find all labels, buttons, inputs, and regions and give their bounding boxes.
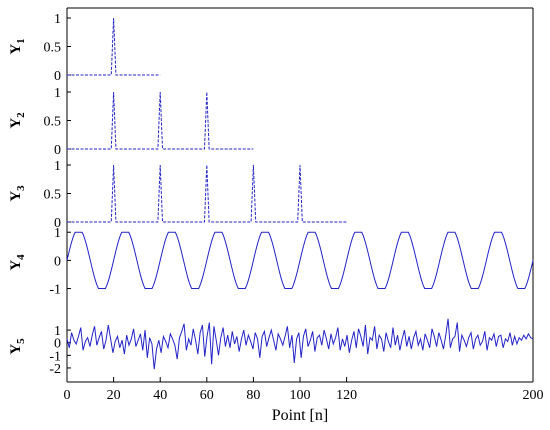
panel-3: 0 0.5 1 Y3 bbox=[8, 159, 347, 231]
series-line bbox=[67, 91, 254, 150]
panel-label-subscript: 5 bbox=[15, 338, 27, 344]
panel-label-subscript: 1 bbox=[15, 38, 27, 44]
y-tick-label: 0 bbox=[54, 143, 61, 158]
x-tick-label: 100 bbox=[290, 388, 311, 403]
y-tick-label: -1 bbox=[49, 349, 61, 364]
y-tick-label: 0 bbox=[54, 337, 61, 352]
panel-label-base: Y bbox=[8, 191, 24, 202]
series-line bbox=[67, 17, 161, 76]
y-tick-label: 0 bbox=[54, 254, 61, 269]
panel-5: -2-101 Y5 bbox=[8, 318, 534, 377]
panel-label-base: Y bbox=[8, 260, 24, 271]
panel-label-subscript: 2 bbox=[15, 112, 27, 118]
y-tick-label: 0.5 bbox=[44, 188, 62, 203]
x-tick-label: 20 bbox=[107, 388, 121, 403]
y-tick-label: 1 bbox=[54, 159, 61, 174]
y-tick-label: 1 bbox=[54, 86, 61, 101]
panel-label-subscript: 3 bbox=[15, 185, 27, 191]
x-tick-label: 200 bbox=[523, 388, 544, 403]
y-tick-label: -2 bbox=[49, 362, 61, 377]
y-tick-label: 0 bbox=[54, 69, 61, 84]
y-tick-label: 0.5 bbox=[44, 41, 62, 56]
y-tick-label: 0.5 bbox=[44, 115, 62, 130]
panel-4: -1 0 1 Y4 bbox=[8, 226, 534, 298]
panel-2-label: Y2 bbox=[8, 112, 27, 129]
x-tick-label: 0 bbox=[64, 388, 71, 403]
panel-4-label: Y4 bbox=[8, 254, 27, 271]
y-tick-label: 1 bbox=[54, 226, 61, 241]
x-tick-label: 120 bbox=[336, 388, 357, 403]
panel-label-base: Y bbox=[8, 44, 24, 55]
series-line bbox=[66, 231, 534, 290]
y-tick-label: -1 bbox=[49, 283, 61, 298]
panel-2: 0 0.5 1 Y2 bbox=[8, 86, 254, 158]
panel-1-label: Y1 bbox=[8, 38, 27, 54]
x-axis: Point [n] 0 20 40 60 80 100 120 200 bbox=[64, 377, 544, 424]
y-tick-label: 1 bbox=[54, 12, 61, 27]
x-tick-label: 80 bbox=[246, 388, 260, 403]
panel-label-base: Y bbox=[8, 118, 24, 129]
x-tick-label: 40 bbox=[153, 388, 167, 403]
panel-label-subscript: 4 bbox=[15, 254, 27, 260]
y-tick-label: 0 bbox=[54, 216, 61, 231]
panel-5-label: Y5 bbox=[8, 338, 27, 355]
panel-label-base: Y bbox=[8, 344, 24, 355]
series-line bbox=[67, 164, 347, 223]
x-tick-label: 60 bbox=[200, 388, 214, 403]
panel-3-label: Y3 bbox=[8, 185, 27, 202]
x-axis-title: Point [n] bbox=[272, 407, 328, 424]
y-tick-label: 1 bbox=[54, 324, 61, 339]
series-line bbox=[66, 318, 534, 370]
